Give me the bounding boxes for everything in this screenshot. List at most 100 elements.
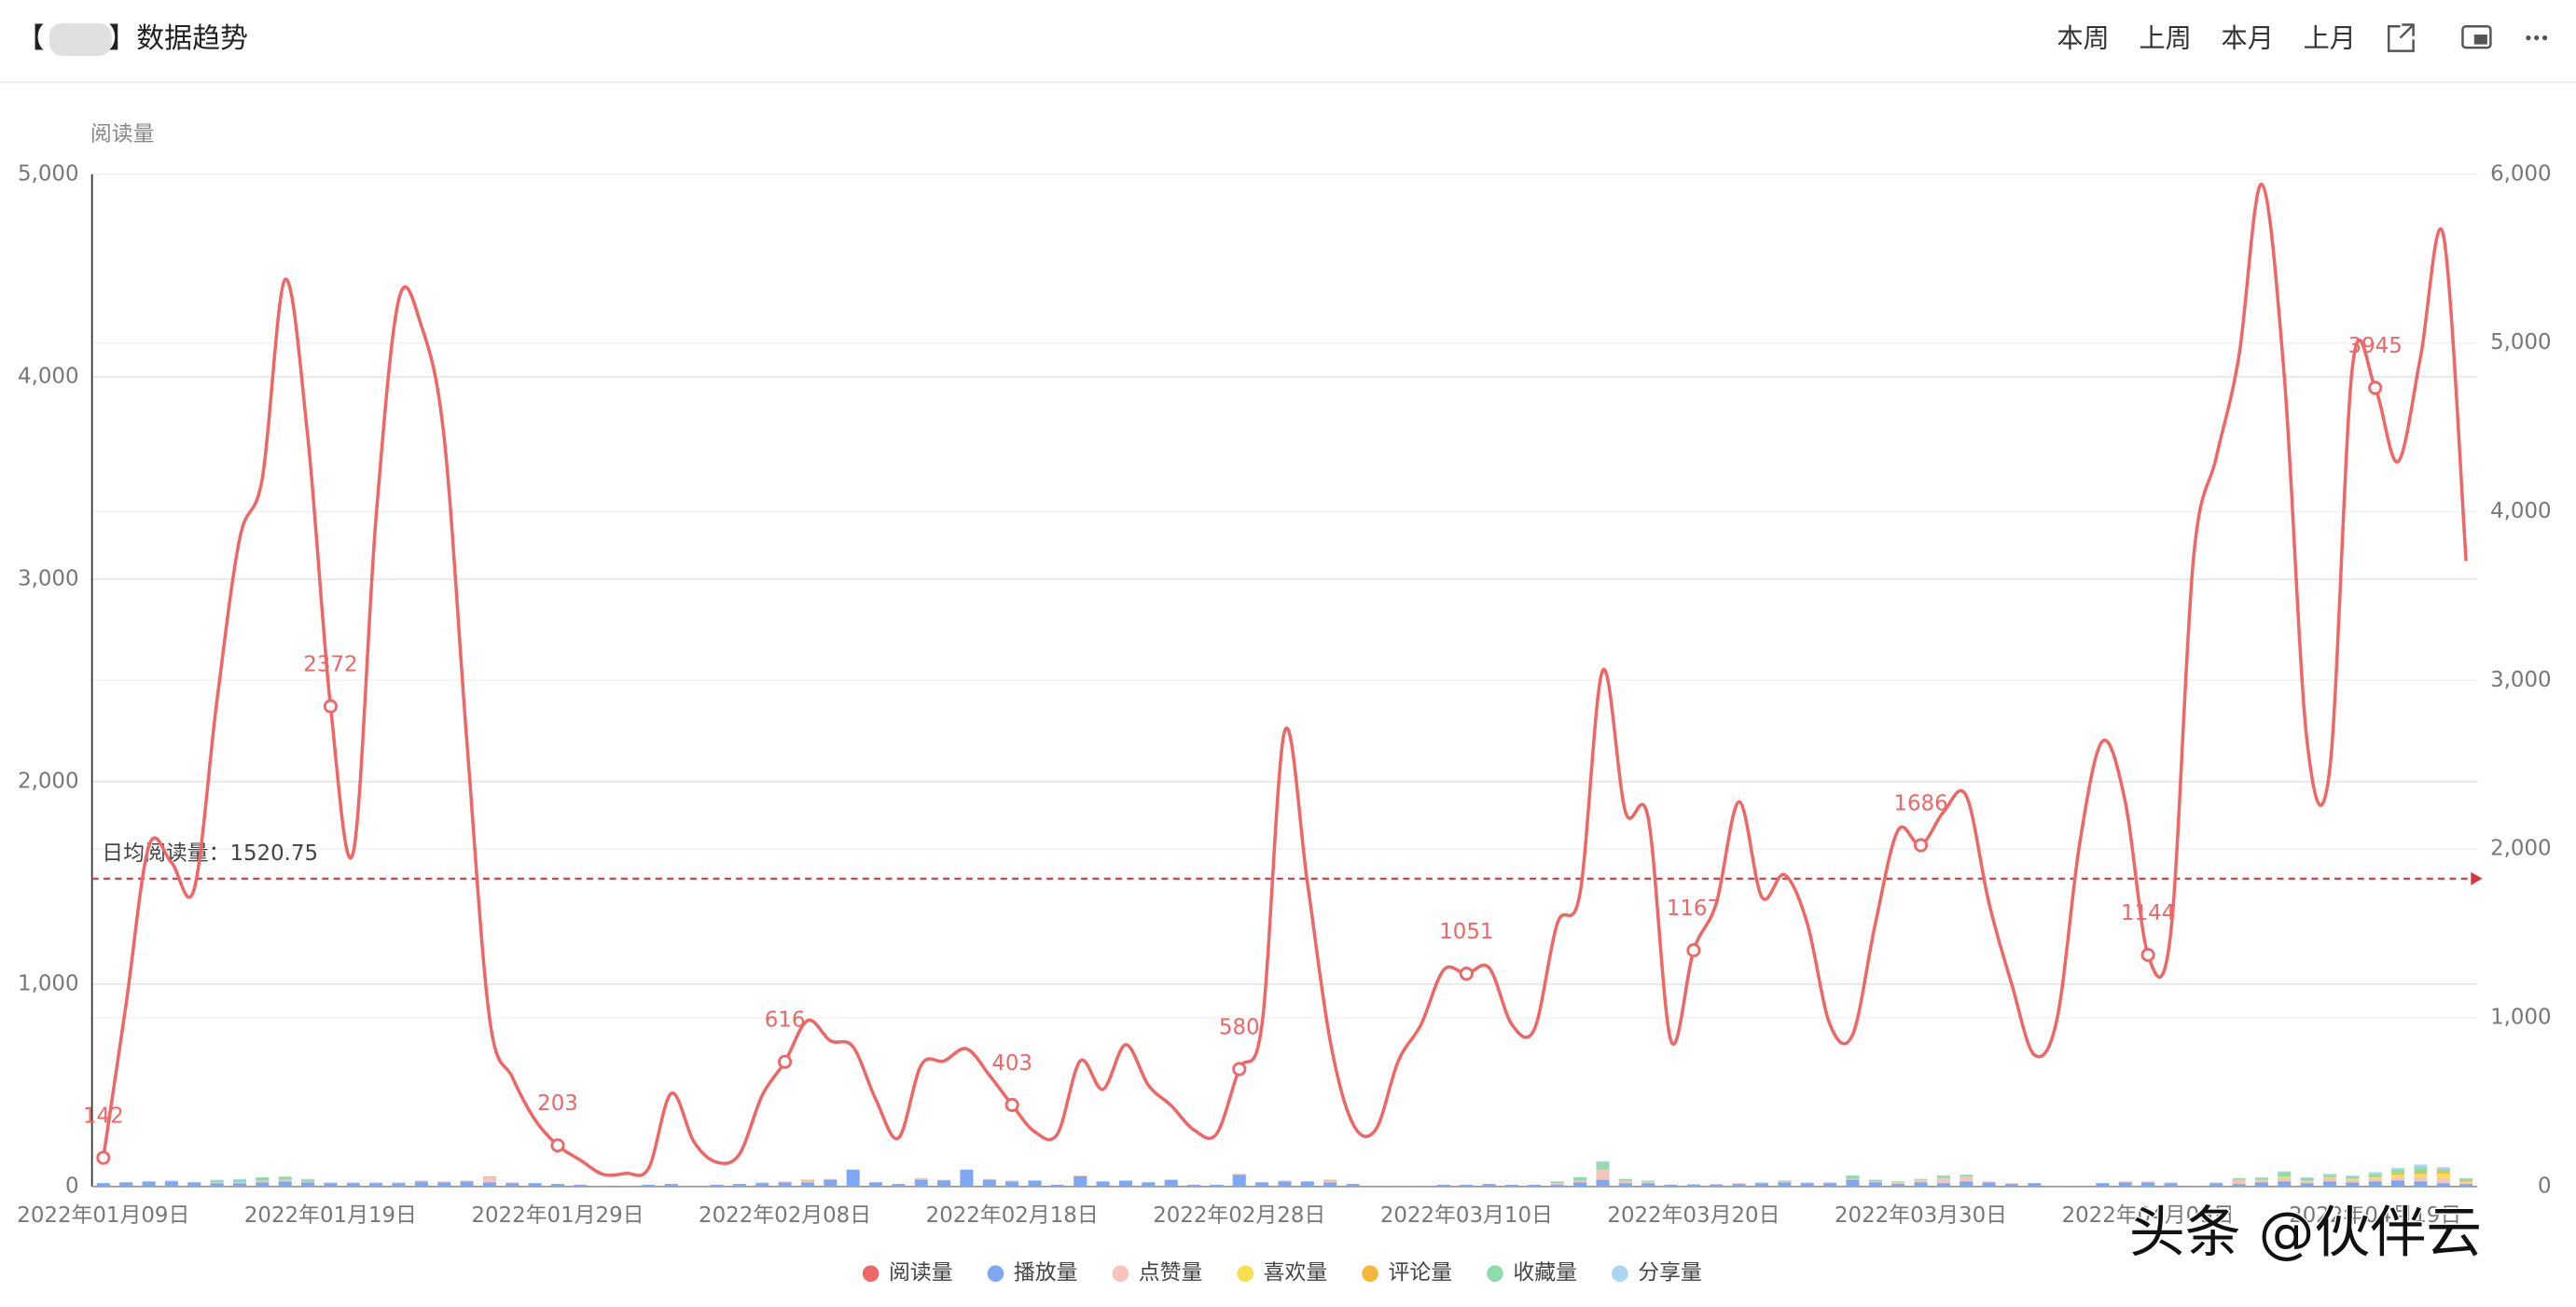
bar [187, 1182, 201, 1187]
bar [2254, 1182, 2268, 1187]
point [1004, 1097, 1019, 1112]
bar [1550, 1181, 1564, 1184]
y2-tick-label: 6,000 [2490, 161, 2552, 186]
y2-tick-label: 0 [2538, 1174, 2552, 1198]
bar [2004, 1183, 2019, 1185]
bar [2300, 1181, 2314, 1184]
plot: 0 1,000 2,000 3,000 4,000 5,000 0 1,000 2,000 3,0… [17, 161, 2551, 1285]
bar [2436, 1177, 2450, 1184]
bar [1914, 1178, 1928, 1180]
bar [414, 1181, 428, 1187]
bar [2436, 1167, 2450, 1169]
bar [2391, 1169, 2405, 1174]
bar [1142, 1182, 1156, 1187]
bar [2459, 1180, 2473, 1182]
bar [1528, 1185, 1542, 1187]
bar [2300, 1183, 2314, 1187]
bar [482, 1176, 496, 1183]
legend-label: 收藏量 [1513, 1261, 1577, 1286]
bar [392, 1182, 406, 1184]
bar [414, 1180, 428, 1182]
point [778, 1054, 793, 1069]
bar [1868, 1182, 1882, 1187]
bar [301, 1181, 315, 1183]
bar [1323, 1180, 1337, 1183]
y-tick-label: 1,000 [18, 971, 79, 995]
bar [506, 1183, 519, 1187]
bar [1210, 1185, 1224, 1187]
bar [2164, 1182, 2178, 1184]
data-label: 142 [83, 1104, 124, 1128]
bar [596, 1185, 610, 1187]
bar [2436, 1183, 2450, 1187]
bar [1073, 1175, 1087, 1187]
blur [48, 22, 112, 56]
bar [824, 1178, 838, 1180]
bar [2368, 1178, 2382, 1182]
bar [2391, 1173, 2405, 1175]
bar [210, 1179, 224, 1181]
btn[interactable]: 上周 [2139, 22, 2191, 53]
bar [1891, 1181, 1905, 1183]
bar [778, 1181, 792, 1183]
bar [868, 1182, 883, 1187]
y-axis-name: 阅读量 [90, 122, 155, 146]
y2-tick-label: 4,000 [2490, 499, 2552, 523]
bar [210, 1183, 224, 1187]
watermark: 头条 @伙伴云 [2129, 1200, 2482, 1265]
bar [528, 1183, 542, 1187]
bar [1118, 1180, 1133, 1187]
open-icon[interactable] [2387, 23, 2415, 52]
bar [437, 1182, 451, 1187]
bar [619, 1185, 633, 1187]
bar [1846, 1178, 1860, 1180]
data-label: 1051 [1439, 920, 1493, 944]
point [1459, 966, 1474, 981]
x-tick-label: 2022年02月28日 [1153, 1203, 1325, 1228]
bar [2254, 1176, 2268, 1178]
bar [2254, 1179, 2268, 1181]
btn[interactable]: 本月 [2222, 22, 2274, 53]
bar [1868, 1179, 1882, 1182]
bar [2118, 1182, 2132, 1187]
bar [2346, 1175, 2360, 1179]
point [96, 1150, 111, 1165]
bar [232, 1179, 247, 1183]
bar [2300, 1180, 2314, 1182]
y2-tick-label: 3,000 [2490, 668, 2552, 692]
bar [2232, 1180, 2246, 1185]
x-tick-label: 2022年01月29日 [471, 1203, 644, 1228]
data-label: 580 [1219, 1015, 1260, 1039]
point [1913, 838, 1929, 853]
bar [800, 1179, 814, 1181]
point [1232, 1062, 1247, 1077]
bar [550, 1184, 565, 1187]
btn[interactable]: 上月 [2304, 22, 2356, 53]
bar [2436, 1171, 2450, 1175]
screen-icon[interactable] [2461, 24, 2492, 49]
more-icon[interactable] [2526, 35, 2548, 41]
bar [2209, 1182, 2223, 1184]
bar [2278, 1177, 2292, 1182]
btn[interactable]: 本周 [2057, 22, 2109, 53]
bar [210, 1182, 224, 1184]
bar [96, 1183, 110, 1187]
bar [1596, 1179, 1610, 1187]
bar [278, 1181, 292, 1187]
data-label: 2372 [303, 653, 357, 677]
data-label: 403 [991, 1051, 1032, 1076]
bar [1050, 1185, 1064, 1187]
bar [437, 1181, 451, 1183]
bar [1914, 1179, 1928, 1183]
bar [2414, 1176, 2428, 1182]
bar [1323, 1179, 1337, 1181]
bar [164, 1180, 178, 1182]
bar [2368, 1172, 2382, 1175]
bar [1936, 1175, 1950, 1178]
bar [1186, 1185, 1201, 1187]
bar [1846, 1175, 1860, 1179]
bar [914, 1177, 928, 1180]
bar [119, 1182, 133, 1187]
bar [2072, 1185, 2087, 1187]
bar [2278, 1171, 2292, 1173]
